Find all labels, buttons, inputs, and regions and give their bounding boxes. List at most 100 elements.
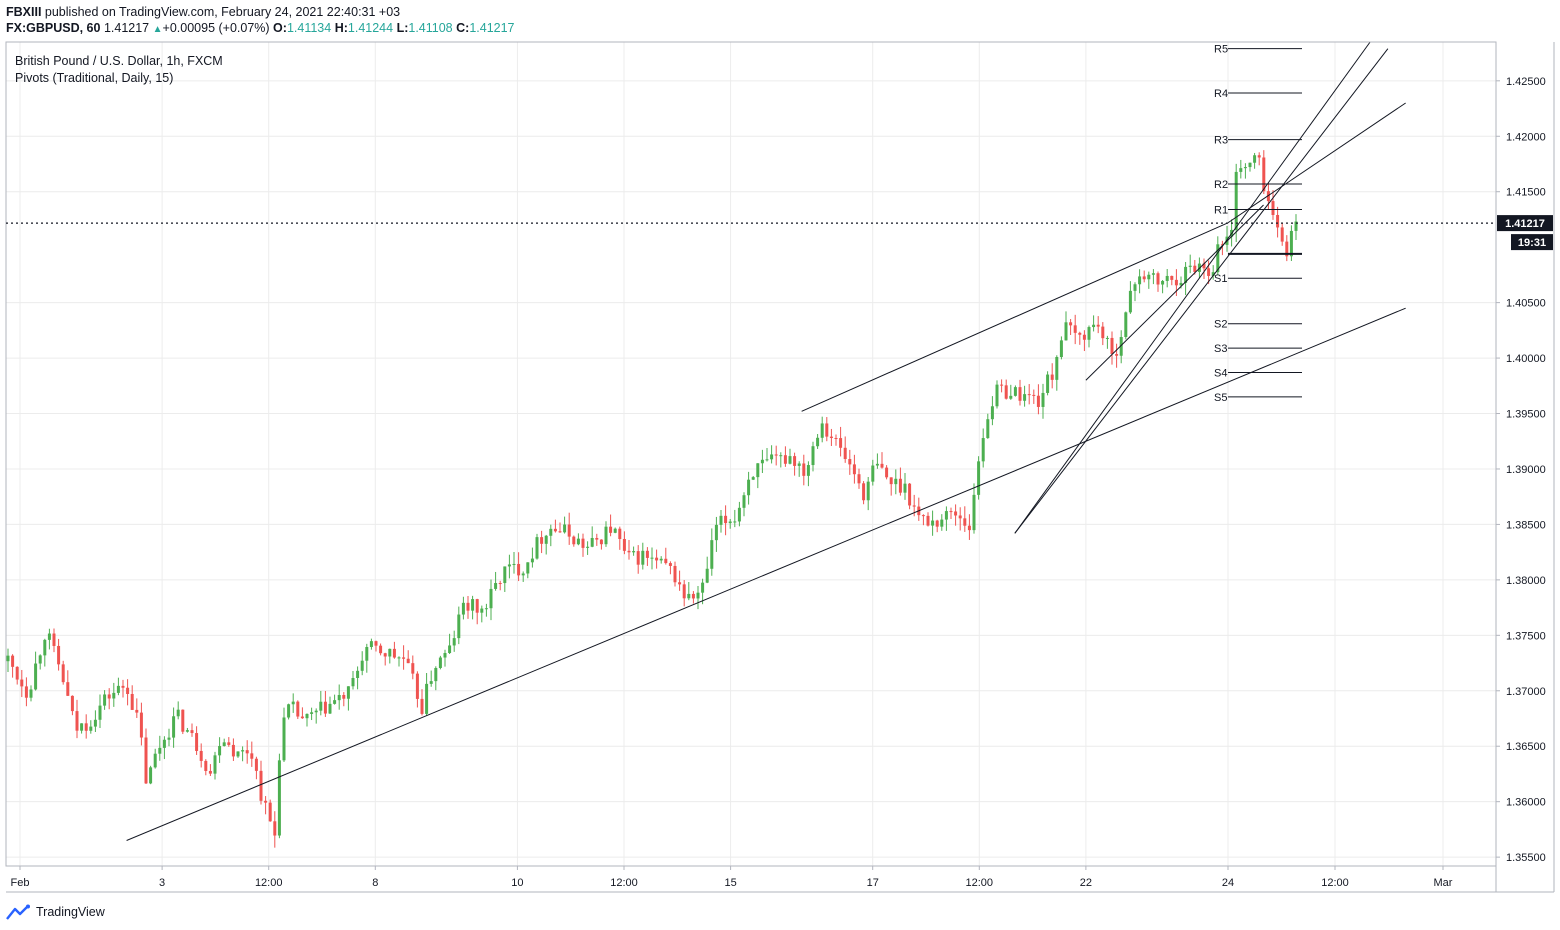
candle-body — [958, 515, 962, 519]
up-triangle-icon: ▲ — [152, 24, 163, 35]
candle-body — [990, 406, 994, 420]
candle-body — [213, 755, 217, 774]
candle-body — [494, 583, 498, 589]
time-tick-label: 12:00 — [1321, 877, 1349, 889]
candle-body — [627, 550, 631, 553]
candle-body — [664, 558, 668, 564]
candle-body — [1055, 357, 1059, 380]
candle-body — [567, 524, 571, 537]
candle-body — [898, 478, 902, 493]
trend-lines[interactable] — [126, 41, 1406, 841]
price-axis[interactable]: 1.35500 1.36000 1.36500 1.37000 1.37500 1.380… — [1496, 76, 1546, 864]
time-tick-label: 12:00 — [966, 877, 994, 889]
candle-body — [944, 511, 948, 520]
candle-body — [415, 673, 419, 699]
candle-body — [291, 701, 295, 705]
candle-body — [162, 739, 166, 748]
candle-body — [751, 477, 755, 480]
candle-body — [457, 614, 461, 639]
candle-body — [622, 539, 626, 551]
candle-body — [747, 479, 751, 496]
candle-body — [452, 638, 456, 646]
candle-body — [599, 539, 603, 545]
candle-body — [576, 538, 580, 545]
time-axis[interactable]: Feb 3 12:00 8 10 12:00 15 17 12:00 22 24 12:00 Mar — [11, 866, 1453, 889]
candle-body — [829, 436, 833, 438]
candle-body — [461, 602, 465, 615]
candle-body — [351, 677, 355, 687]
footer-brand[interactable]: TradingView — [6, 902, 105, 922]
candle-body — [1294, 221, 1298, 231]
candle-body — [356, 670, 360, 678]
time-tick-label: 12:00 — [610, 877, 638, 889]
candle-body — [1253, 155, 1257, 163]
last-price-bg — [1497, 215, 1553, 232]
candle-body — [438, 657, 442, 669]
candle-body — [480, 608, 484, 613]
candle-body — [668, 563, 672, 566]
candle-body — [889, 477, 893, 485]
candle-body — [1179, 282, 1183, 286]
candle-body — [236, 751, 240, 757]
candle-body — [590, 537, 594, 547]
candle-body — [797, 463, 801, 466]
candle-body — [553, 528, 557, 532]
candle-body — [586, 546, 590, 548]
trend-line[interactable] — [1227, 102, 1406, 224]
close-value: 1.41217 — [469, 21, 515, 35]
candle-body — [144, 737, 148, 784]
candle-body — [1216, 244, 1220, 273]
author-name[interactable]: FBXIII — [6, 5, 42, 19]
trend-line[interactable] — [126, 307, 1406, 841]
candle-body — [158, 747, 162, 754]
candle-body — [130, 693, 134, 710]
candle-body — [710, 540, 714, 569]
candle-body — [595, 537, 599, 540]
candle-body — [760, 459, 764, 464]
candle-body — [121, 685, 125, 688]
candle-body — [84, 723, 88, 731]
trend-line[interactable] — [1014, 41, 1371, 534]
candle-body — [696, 592, 700, 599]
indicator-label[interactable]: Pivots (Traditional, Daily, 15) — [15, 71, 173, 85]
candle-body — [981, 438, 985, 462]
countdown-text: 19:31 — [1518, 237, 1546, 249]
trend-line[interactable] — [1014, 48, 1389, 534]
candle-body — [268, 802, 272, 822]
candle-body — [1032, 394, 1036, 396]
candle-body — [126, 687, 130, 694]
symbol-label[interactable]: FX:GBPUSD, 60 — [6, 21, 101, 35]
candle-body — [1234, 171, 1238, 230]
candle-body — [949, 511, 953, 513]
candle-body — [714, 524, 718, 541]
candle-body — [172, 716, 176, 738]
candle-body — [406, 658, 410, 664]
candle-body — [277, 760, 281, 836]
candle-body — [112, 692, 116, 699]
candle-body — [618, 528, 622, 540]
candle-body — [346, 686, 350, 699]
trend-line[interactable] — [801, 222, 1229, 412]
candle-body — [1257, 155, 1261, 158]
candle-body — [195, 733, 199, 751]
candle-body — [116, 685, 120, 693]
candle-body — [908, 483, 912, 506]
candle-body — [29, 689, 33, 698]
candle-body — [11, 655, 15, 667]
candle-body — [24, 686, 28, 698]
time-tick-label: 17 — [867, 877, 879, 889]
trend-line[interactable] — [1085, 204, 1264, 381]
time-tick-label: 10 — [511, 877, 523, 889]
candle-body — [323, 701, 327, 714]
candle-body — [811, 446, 815, 466]
pivot-label-r1: R1 — [1214, 204, 1228, 216]
candle-body — [296, 701, 300, 717]
candle-body — [641, 550, 645, 565]
candle-body — [1184, 266, 1188, 283]
candle-body — [613, 528, 617, 533]
candle-body — [1128, 290, 1132, 313]
candle-body — [540, 537, 544, 544]
candle-body — [834, 437, 838, 439]
candle-body — [448, 645, 452, 654]
